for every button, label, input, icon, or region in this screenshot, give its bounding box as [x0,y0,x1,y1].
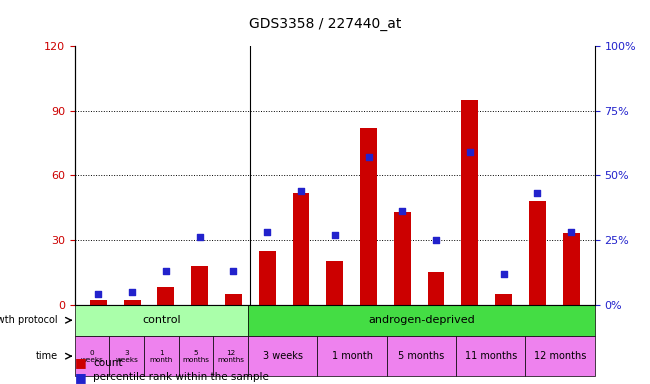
Text: ■: ■ [75,356,86,369]
Bar [191,266,208,305]
Bar [225,294,242,305]
Bar [462,100,478,305]
Point [397,209,408,215]
Bar [456,336,525,376]
Text: ■: ■ [75,371,86,384]
Point [194,234,205,240]
Text: GDS3358 / 227440_at: GDS3358 / 227440_at [249,17,401,31]
Text: growth protocol: growth protocol [0,315,57,325]
Text: 3 weeks: 3 weeks [263,351,303,361]
Bar [292,192,309,305]
Bar [213,336,248,376]
Bar [157,287,174,305]
Bar [529,201,546,305]
Bar [563,233,580,305]
Bar [90,300,107,305]
Text: 0
weeks: 0 weeks [81,350,103,362]
Bar [109,336,144,376]
Text: percentile rank within the sample: percentile rank within the sample [93,372,269,382]
Text: 11 months: 11 months [465,351,517,361]
Bar [75,305,248,336]
Bar [179,336,213,376]
Bar [248,336,317,376]
Point [93,291,103,297]
Text: androgen-deprived: androgen-deprived [368,315,474,325]
Text: count: count [93,358,122,368]
Bar [259,251,276,305]
Point [296,188,306,194]
Text: 5
months: 5 months [183,350,209,362]
Bar [326,262,343,305]
Point [532,190,543,197]
Bar [144,336,179,376]
Text: 3
weeks: 3 weeks [115,350,138,362]
Point [330,232,340,238]
Point [431,237,441,243]
Bar [360,128,377,305]
Point [228,268,239,274]
Text: control: control [142,315,181,325]
Text: 5 months: 5 months [398,351,445,361]
Point [262,229,272,235]
Bar [248,305,595,336]
Bar [387,336,456,376]
Point [161,268,171,274]
Point [363,154,374,160]
Bar [495,294,512,305]
Text: 12 months: 12 months [534,351,586,361]
Bar [394,212,411,305]
Point [127,288,137,295]
Bar [124,300,140,305]
Bar [317,336,387,376]
Point [465,149,475,155]
Text: 12
months: 12 months [217,350,244,362]
Text: 1 month: 1 month [332,351,372,361]
Bar [75,336,109,376]
Point [566,229,577,235]
Text: time: time [35,351,57,361]
Bar [525,336,595,376]
Text: 1
month: 1 month [150,350,173,362]
Point [499,270,509,276]
Bar [428,272,445,305]
